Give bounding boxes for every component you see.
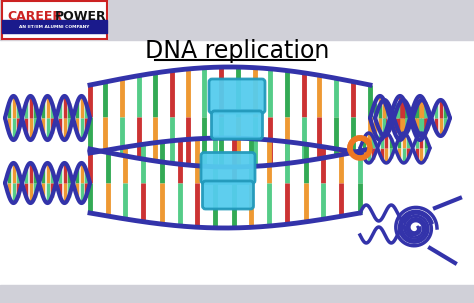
FancyBboxPatch shape xyxy=(201,152,255,184)
Text: POWER: POWER xyxy=(55,9,107,22)
Bar xyxy=(0,0,474,40)
Text: AN IIT/IIM ALUMNI COMPANY: AN IIT/IIM ALUMNI COMPANY xyxy=(19,25,89,29)
FancyBboxPatch shape xyxy=(211,111,263,139)
FancyBboxPatch shape xyxy=(202,181,254,209)
Text: DNA replication: DNA replication xyxy=(145,39,329,63)
Bar xyxy=(0,285,474,303)
Bar xyxy=(2,1,107,39)
FancyBboxPatch shape xyxy=(209,79,265,113)
Text: CAREER: CAREER xyxy=(7,9,62,22)
Bar xyxy=(0,40,474,285)
Bar xyxy=(2,1,107,39)
Bar xyxy=(2,20,107,33)
